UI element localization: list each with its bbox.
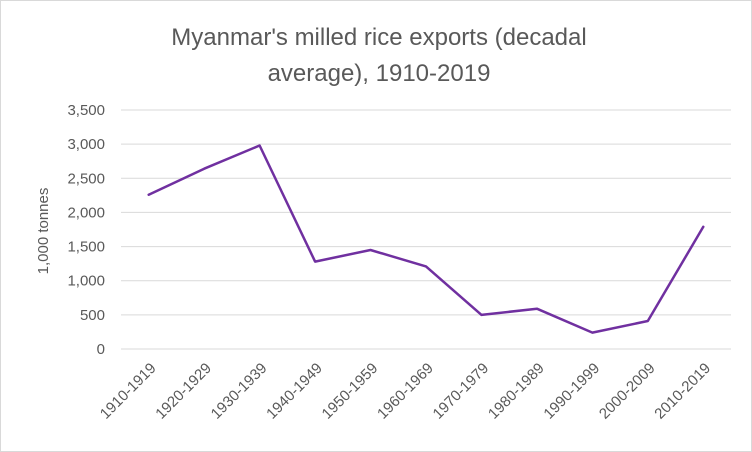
y-tick-label: 2,000 [67, 204, 105, 221]
y-tick-label: 2,500 [67, 170, 105, 187]
y-tick-label: 3,000 [67, 136, 105, 153]
y-axis-label: 1,000 tonnes [35, 188, 52, 275]
y-tick-label: 1,500 [67, 239, 105, 256]
x-tick-label: 1940-1949 [263, 360, 326, 423]
x-tick-label: 1930-1939 [208, 360, 271, 423]
x-tick-label: 1990-1999 [540, 360, 603, 423]
x-tick-label: 2000-2009 [596, 360, 659, 423]
chart-title-line-1: Myanmar's milled rice exports (decadal [171, 24, 586, 51]
series-layer [147, 144, 705, 334]
x-tick-label: 1920-1929 [152, 360, 215, 423]
series-line [147, 144, 705, 334]
x-tick-label: 1910-1919 [97, 360, 160, 423]
x-tick-label: 1970-1979 [430, 360, 493, 423]
y-tick-label: 0 [97, 341, 105, 358]
x-tick-label: 1960-1969 [374, 360, 437, 423]
x-tick-label: 1950-1959 [319, 360, 382, 423]
x-tick-labels: 1910-19191920-19291930-19391940-19491950… [97, 360, 714, 423]
y-tick-label: 1,000 [67, 273, 105, 290]
gridlines [121, 109, 731, 350]
y-tick-label: 3,500 [67, 102, 105, 119]
y-tick-labels: 0 500 1,000 1,500 2,000 2,500 3,000 3,500 [67, 102, 105, 358]
chart-title-line-2: average), 1910-2019 [268, 60, 491, 87]
x-tick-label: 2010-2019 [651, 360, 714, 423]
x-tick-label: 1980-1989 [485, 360, 548, 423]
y-tick-label: 500 [80, 307, 105, 324]
